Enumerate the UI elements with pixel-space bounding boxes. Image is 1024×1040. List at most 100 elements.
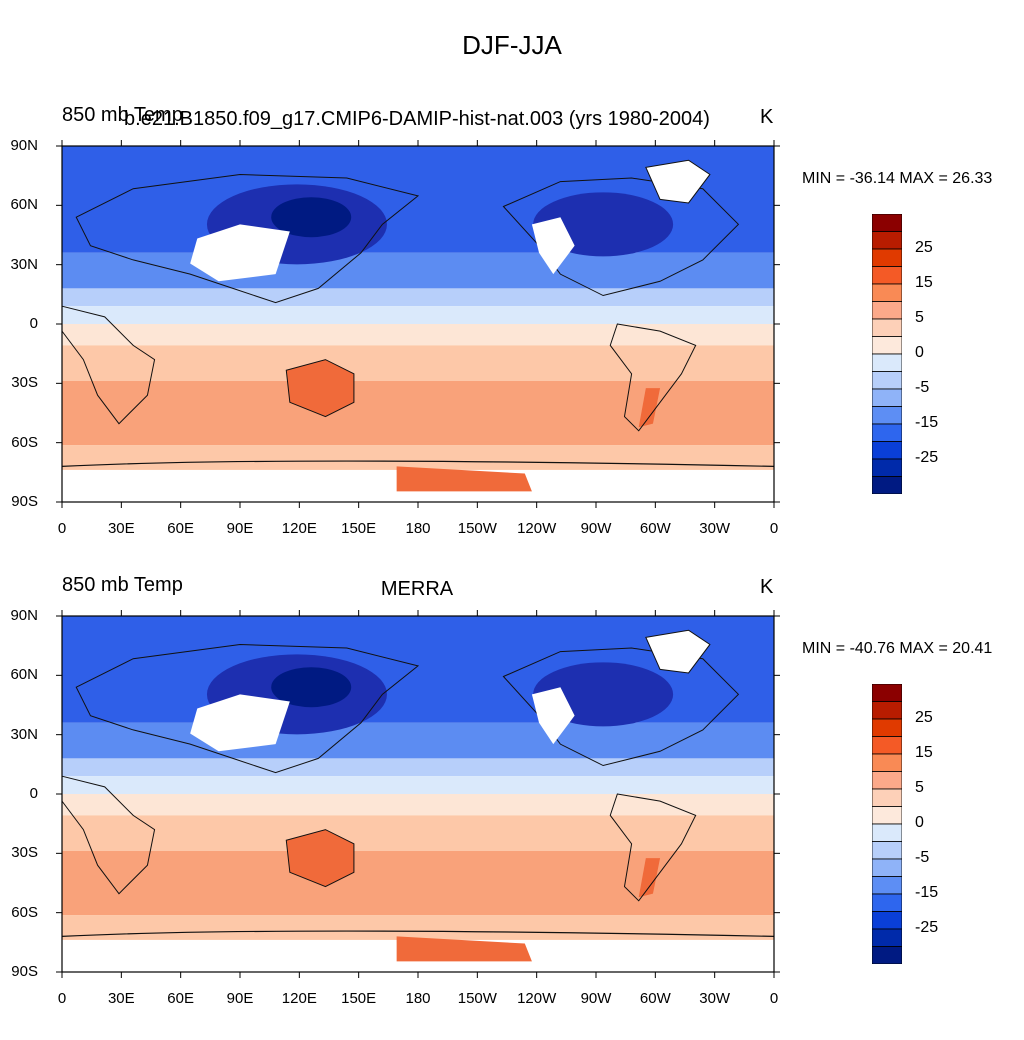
lat-tick-label: 60S	[11, 903, 38, 921]
lon-tick-label: 120E	[281, 990, 317, 1007]
temperature-band-4	[62, 794, 774, 816]
lat-tick-label: 0	[29, 315, 38, 332]
greenland-missing-data	[645, 159, 711, 204]
colorbar-bin	[872, 718, 902, 737]
colorbar-bin	[872, 893, 902, 912]
temperature-band-7	[62, 915, 774, 940]
australia-warm-area	[285, 829, 355, 888]
south-america-coastline	[609, 793, 697, 902]
colorbar-tick-label: 25	[915, 709, 933, 726]
siberia-cold-center	[271, 197, 352, 238]
lon-tick-label: 120W	[517, 520, 557, 537]
colorbar-bin	[872, 876, 902, 895]
colorbar-bin	[872, 441, 902, 460]
colorbar-bin	[872, 266, 902, 285]
lon-tick-label: 60W	[639, 520, 671, 537]
temperature-band-6	[62, 380, 774, 446]
colorbar-bin	[872, 701, 902, 720]
colorbar	[872, 214, 902, 494]
map-panel-model: 850 mb Temp b.e21.B1850.f09_g17.CMIP6-DA…	[0, 100, 1024, 570]
lon-tick-label: 90W	[580, 520, 612, 537]
lon-tick-label: 30E	[107, 990, 135, 1007]
colorbar-tick-label: -5	[915, 379, 930, 396]
lon-tick-label: 120W	[517, 990, 557, 1007]
lon-tick-label: 0	[769, 520, 779, 537]
panel-case-label: MERRA	[380, 578, 454, 600]
colorbar-bin	[872, 946, 902, 964]
colorbar-tick-label: 5	[915, 309, 924, 326]
lat-tick-label: 30S	[11, 844, 38, 862]
panel-variable-label: 850 mb Temp	[62, 574, 183, 596]
colorbar-bin	[872, 736, 902, 755]
colorbar-tick-label: 0	[915, 814, 924, 831]
antarctica-coastline	[61, 930, 775, 937]
figure-title: DJF-JJA	[462, 30, 562, 60]
colorbar-tick-label: -15	[915, 884, 939, 901]
siberia-cold-center	[271, 667, 352, 708]
antarctica-coastline	[61, 460, 775, 467]
colorbar-bin	[872, 684, 902, 702]
colorbar-bin	[872, 423, 902, 442]
lon-tick-label: 150E	[341, 990, 377, 1007]
temperature-band-3	[62, 306, 774, 324]
panel-case-label: b.e21.B1850.f09_g17.CMIP6-DAMIP-hist-nat…	[124, 108, 710, 130]
lon-tick-label: 0	[57, 990, 67, 1007]
colorbar-bin	[872, 336, 902, 355]
lon-tick-label: 30W	[699, 990, 731, 1007]
australia-warm-area	[285, 359, 355, 418]
temperature-band-6	[62, 850, 774, 916]
colorbar-bin	[872, 788, 902, 807]
colorbar-bin	[872, 458, 902, 477]
colorbar-tick-label: 5	[915, 779, 924, 796]
temperature-band-2	[62, 288, 774, 307]
lon-tick-label: 180	[405, 520, 431, 537]
rockies-missing-data	[531, 687, 575, 745]
temperature-band-5	[62, 345, 774, 381]
colorbar-bin	[872, 248, 902, 267]
lat-tick-label: 90N	[10, 137, 38, 154]
colorbar-bin	[872, 928, 902, 947]
colorbar-bin	[872, 771, 902, 790]
temperature-band-5	[62, 815, 774, 851]
antarctica-warm-area	[396, 936, 532, 962]
panel-units-label: K	[760, 106, 774, 128]
lon-tick-label: 150W	[457, 990, 497, 1007]
colorbar-bin	[872, 841, 902, 860]
tibet-missing-data	[190, 694, 290, 752]
colorbar-tick-label: -25	[915, 919, 939, 936]
lon-tick-label: 90E	[226, 990, 254, 1007]
south-america-warm-area	[638, 858, 661, 898]
temperature-band-4	[62, 324, 774, 346]
colorbar-tick-label: 15	[915, 274, 933, 291]
colorbar-tick-label: 0	[915, 344, 924, 361]
colorbar-bin	[872, 406, 902, 425]
colorbar-tick-label: 15	[915, 744, 933, 761]
south-america-coastline	[609, 323, 697, 432]
lat-tick-label: 90S	[11, 963, 38, 980]
africa-coastline	[61, 305, 156, 425]
eurasia-coastline	[75, 643, 420, 774]
colorbar-bin	[872, 388, 902, 407]
lon-tick-label: 30W	[699, 520, 731, 537]
colorbar-bin	[872, 858, 902, 877]
lat-tick-label: 60S	[11, 433, 38, 451]
south-america-warm-area	[638, 388, 661, 428]
colorbar-bin	[872, 371, 902, 390]
panel-minmax-label: MIN = -40.76 MAX = 20.41	[802, 640, 993, 657]
greenland-missing-data	[645, 629, 711, 674]
colorbar-bin	[872, 318, 902, 337]
lon-tick-label: 60W	[639, 990, 671, 1007]
panel-units-label: K	[760, 576, 774, 598]
colorbar-bin	[872, 301, 902, 320]
lon-tick-label: 150W	[457, 520, 497, 537]
colorbar	[872, 684, 902, 964]
lat-tick-label: 90N	[10, 607, 38, 624]
tibet-missing-data	[190, 224, 290, 282]
lon-tick-label: 90E	[226, 520, 254, 537]
lon-tick-label: 180	[405, 990, 431, 1007]
lon-tick-label: 0	[57, 520, 67, 537]
map-panel-merra: 850 mb Temp MERRA K MIN = -40.76 MAX = 2…	[0, 570, 1024, 1040]
africa-coastline	[61, 775, 156, 895]
lon-tick-label: 30E	[107, 520, 135, 537]
lon-tick-label: 150E	[341, 520, 377, 537]
